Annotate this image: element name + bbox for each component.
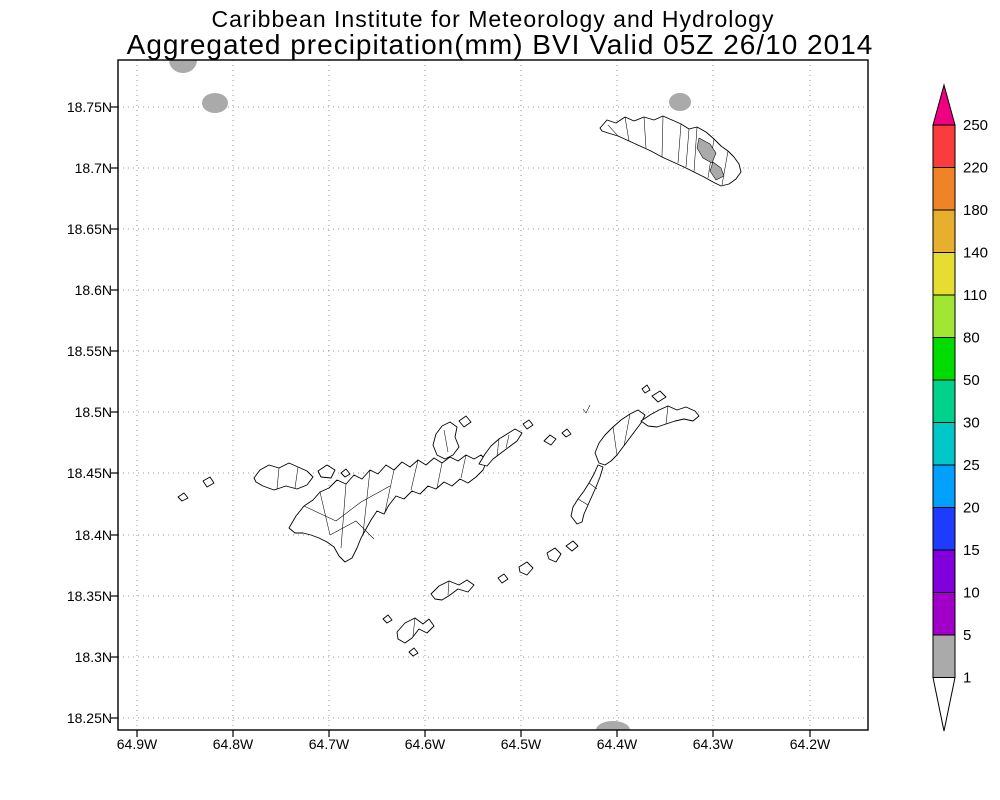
islands-north-sound <box>640 384 700 428</box>
colorbar-segment <box>932 294 956 338</box>
island-virgin-gorda <box>570 404 646 525</box>
colorbar-label: 15 <box>963 542 980 559</box>
y-tick-label: 18.3N <box>74 649 112 665</box>
precip-patch-top-edge <box>169 60 197 73</box>
colorbar-label: 110 <box>963 287 987 304</box>
colorbar-label: 180 <box>963 202 988 219</box>
grid-lines <box>118 60 868 730</box>
colorbar-segment <box>932 634 956 678</box>
y-tick-label: 18.6N <box>74 282 112 298</box>
x-tick-label: 64.9W <box>116 736 158 752</box>
colorbar-segment <box>932 464 956 508</box>
x-tick-label: 64.8W <box>212 736 254 752</box>
y-tick-label: 18.7N <box>74 160 112 176</box>
islet-south-of-norman <box>408 647 419 657</box>
y-tick-label: 18.5N <box>74 404 112 420</box>
y-tick-label: 18.25N <box>66 710 112 726</box>
island-norman <box>396 617 435 644</box>
colorbar-label: 140 <box>963 245 988 262</box>
colorbar-label: 1 <box>963 670 971 687</box>
x-tick-label: 64.7W <box>308 736 350 752</box>
islet-mark <box>582 404 591 414</box>
colorbar-segment <box>932 124 956 168</box>
x-tick-label: 64.4W <box>596 736 638 752</box>
colorbar-label: 30 <box>963 415 980 432</box>
island-anegada <box>599 115 742 187</box>
colorbar-label: 5 <box>963 627 971 644</box>
colorbar-segment <box>932 592 956 636</box>
colorbar-segment <box>932 337 956 381</box>
colorbar-segment <box>932 507 956 551</box>
island-ginger <box>565 540 579 552</box>
y-tick-label: 18.75N <box>66 99 112 115</box>
islands <box>177 115 742 657</box>
island-beef-scrub <box>478 419 534 467</box>
light-precip-patches <box>169 60 691 730</box>
x-tick-label: 64.3W <box>692 736 734 752</box>
islet-indians <box>382 614 393 624</box>
island-prickly-pear <box>641 384 651 394</box>
x-tick-label: 64.5W <box>500 736 542 752</box>
colorbar: 250 220 180 140 110 80 50 30 25 20 15 10 5 1 <box>932 83 988 732</box>
institution-title: Caribbean Institute for Meteorology and … <box>211 6 775 32</box>
island-sandy-cay <box>340 468 351 478</box>
islet-west-1 <box>202 476 215 488</box>
colorbar-segment <box>932 379 956 423</box>
colorbar-segment <box>932 549 956 593</box>
colorbar-label: 250 <box>963 117 988 134</box>
precip-patch-northwest <box>202 93 228 113</box>
island-little-jost-van-dyke <box>317 464 336 479</box>
colorbar-label: 25 <box>963 457 980 474</box>
islet-scrub <box>522 419 534 430</box>
anegada-gray-cell-1 <box>696 137 717 164</box>
island-jost-van-dyke <box>177 462 351 502</box>
precip-patch-bottom-edge <box>596 721 630 730</box>
colorbar-bottom-arrow <box>932 677 956 732</box>
x-tick-label: 64.6W <box>404 736 446 752</box>
colorbar-segment <box>932 252 956 296</box>
colorbar-label: 80 <box>963 330 980 347</box>
island-dead-chest <box>497 573 509 584</box>
x-tick-label: 64.2W <box>789 736 831 752</box>
colorbar-label: 20 <box>963 500 980 517</box>
colorbar-top-arrow <box>932 83 956 126</box>
island-cooper <box>546 547 562 563</box>
island-guana-camanoe <box>432 415 472 460</box>
y-tick-label: 18.4N <box>74 527 112 543</box>
islet-west-2 <box>177 492 189 502</box>
islands-the-dogs <box>543 428 572 446</box>
colorbar-segment <box>932 209 956 253</box>
y-tick-label: 18.35N <box>66 588 112 604</box>
islands-southern-chain <box>382 540 579 657</box>
colorbar-label: 50 <box>963 372 980 389</box>
colorbar-label: 10 <box>963 585 980 602</box>
colorbar-label: 220 <box>963 160 988 177</box>
island-peter <box>430 579 475 601</box>
precip-patch-north-central <box>669 93 691 111</box>
plot-title: Aggregated precipitation(mm) BVI Valid 0… <box>126 29 874 60</box>
colorbar-segment <box>932 167 956 211</box>
axis-ticks <box>111 106 811 737</box>
island-tortola <box>288 454 488 563</box>
y-tick-label: 18.55N <box>66 343 112 359</box>
colorbar-segment <box>932 422 956 466</box>
anegada-gray-cell-2 <box>709 161 725 181</box>
island-necker <box>651 390 667 403</box>
island-salt <box>518 561 534 576</box>
y-tick-label: 18.65N <box>66 221 112 237</box>
islet-north-of-camanoe <box>458 415 472 428</box>
plot-border <box>117 59 869 731</box>
y-tick-label: 18.45N <box>66 465 112 481</box>
